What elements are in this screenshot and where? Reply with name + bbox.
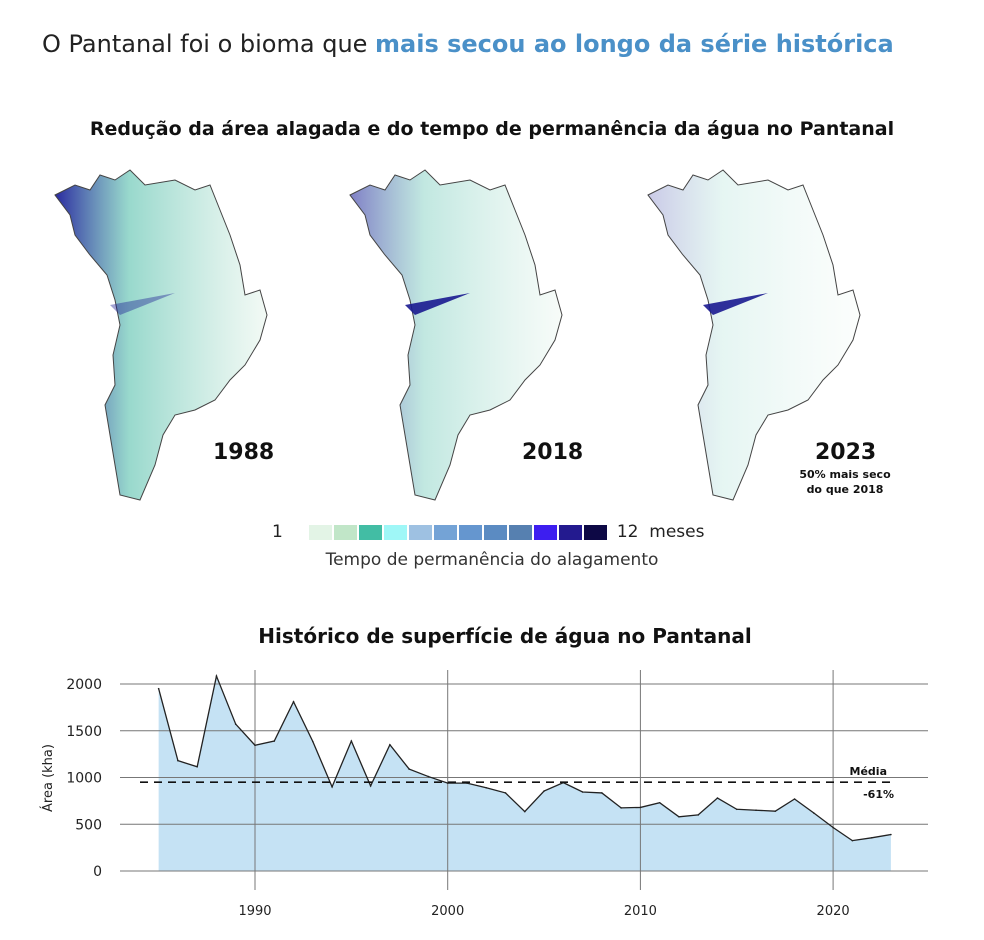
maps-title: Redução da área alagada e do tempo de pe… [89,118,895,140]
data-point [350,740,353,742]
data-point [832,826,834,829]
legend-swatch [333,524,357,540]
decline-annotation: -61% [863,788,894,801]
data-point [254,744,256,747]
flooded-area [110,293,175,315]
legend-swatch [433,524,457,540]
data-point [793,798,796,800]
data-point [157,687,160,690]
chart-title: Histórico de superfície de água no Panta… [258,624,752,648]
map-1988 [54,169,268,501]
y-tick-label: 0 [93,864,102,880]
legend-swatches [308,524,609,540]
color-legend: 1 12 meses [272,522,704,542]
y-tick-label: 500 [75,817,102,833]
data-point [774,810,777,812]
legend-swatch [458,524,482,540]
flooded-area [703,293,768,315]
legend-min: 1 [272,522,283,542]
area-fill [158,676,891,871]
pantanal-outline [54,169,268,501]
legend-swatch [558,524,582,540]
data-point [601,792,603,794]
y-tick-label: 1500 [66,724,102,740]
data-point [427,775,430,778]
legend-max: 12 meses [616,522,705,542]
data-point [523,810,526,813]
headline: O Pantanal foi o bioma que mais secou ao… [42,30,894,58]
legend-swatch [508,524,532,540]
x-tick-label: 2000 [431,904,464,919]
headline-plain: O Pantanal foi o bioma que [42,30,376,58]
y-tick-label: 2000 [66,677,102,693]
data-point [273,740,276,742]
data-point [389,743,391,746]
data-point [581,791,584,793]
x-tick-label: 1990 [238,904,271,919]
data-point [312,740,314,743]
data-point [716,797,719,799]
data-point [658,801,661,804]
data-point [177,759,179,762]
headline-highlight: mais secou ao longo da série histórica [375,30,894,58]
map-2023 [647,169,861,501]
note-2023: 50% mais seco do que 2018 [790,467,900,497]
legend-swatch [583,524,607,540]
area-chart: 0 500 1000 1500 2000 1990 2000 2010 2020 Média -61… [40,670,928,919]
map-2018 [349,169,563,501]
data-point [543,790,545,792]
data-point [639,806,642,809]
data-point [408,768,410,770]
data-point [678,815,680,818]
legend-caption: Tempo de permanência do alagamento [325,550,659,570]
pantanal-outline [349,169,563,501]
y-axis-label: Área (kha) [40,744,56,812]
year-label-2018: 2018 [522,440,584,465]
data-point [504,792,507,794]
pantanal-outline [647,169,861,501]
data-point [215,675,218,677]
flooded-area [405,293,470,315]
data-point [485,786,488,789]
legend-swatch [308,524,332,540]
x-tick-label: 2010 [624,904,657,919]
data-point [870,837,873,839]
data-point [851,839,854,842]
data-point [890,833,892,836]
data-point [620,807,622,809]
legend-swatch [533,524,557,540]
data-point [369,785,372,787]
data-point [697,814,700,816]
year-label-1988: 1988 [213,440,275,465]
data-point [331,786,333,788]
y-tick-label: 1000 [66,771,102,787]
data-point [196,765,198,768]
year-label-2023: 2023 [815,440,877,465]
data-point [813,812,815,814]
legend-swatch [383,524,407,540]
data-point [292,700,295,703]
legend-swatch [408,524,432,540]
x-tick-label: 2020 [817,904,850,919]
legend-swatch [358,524,382,540]
legend-swatch [483,524,507,540]
note-line-2: do que 2018 [806,483,884,496]
data-point [755,809,757,812]
mean-label: Média [850,765,887,778]
data-point [735,808,738,811]
note-line-1: 50% mais seco [799,468,891,481]
data-point [234,723,237,726]
